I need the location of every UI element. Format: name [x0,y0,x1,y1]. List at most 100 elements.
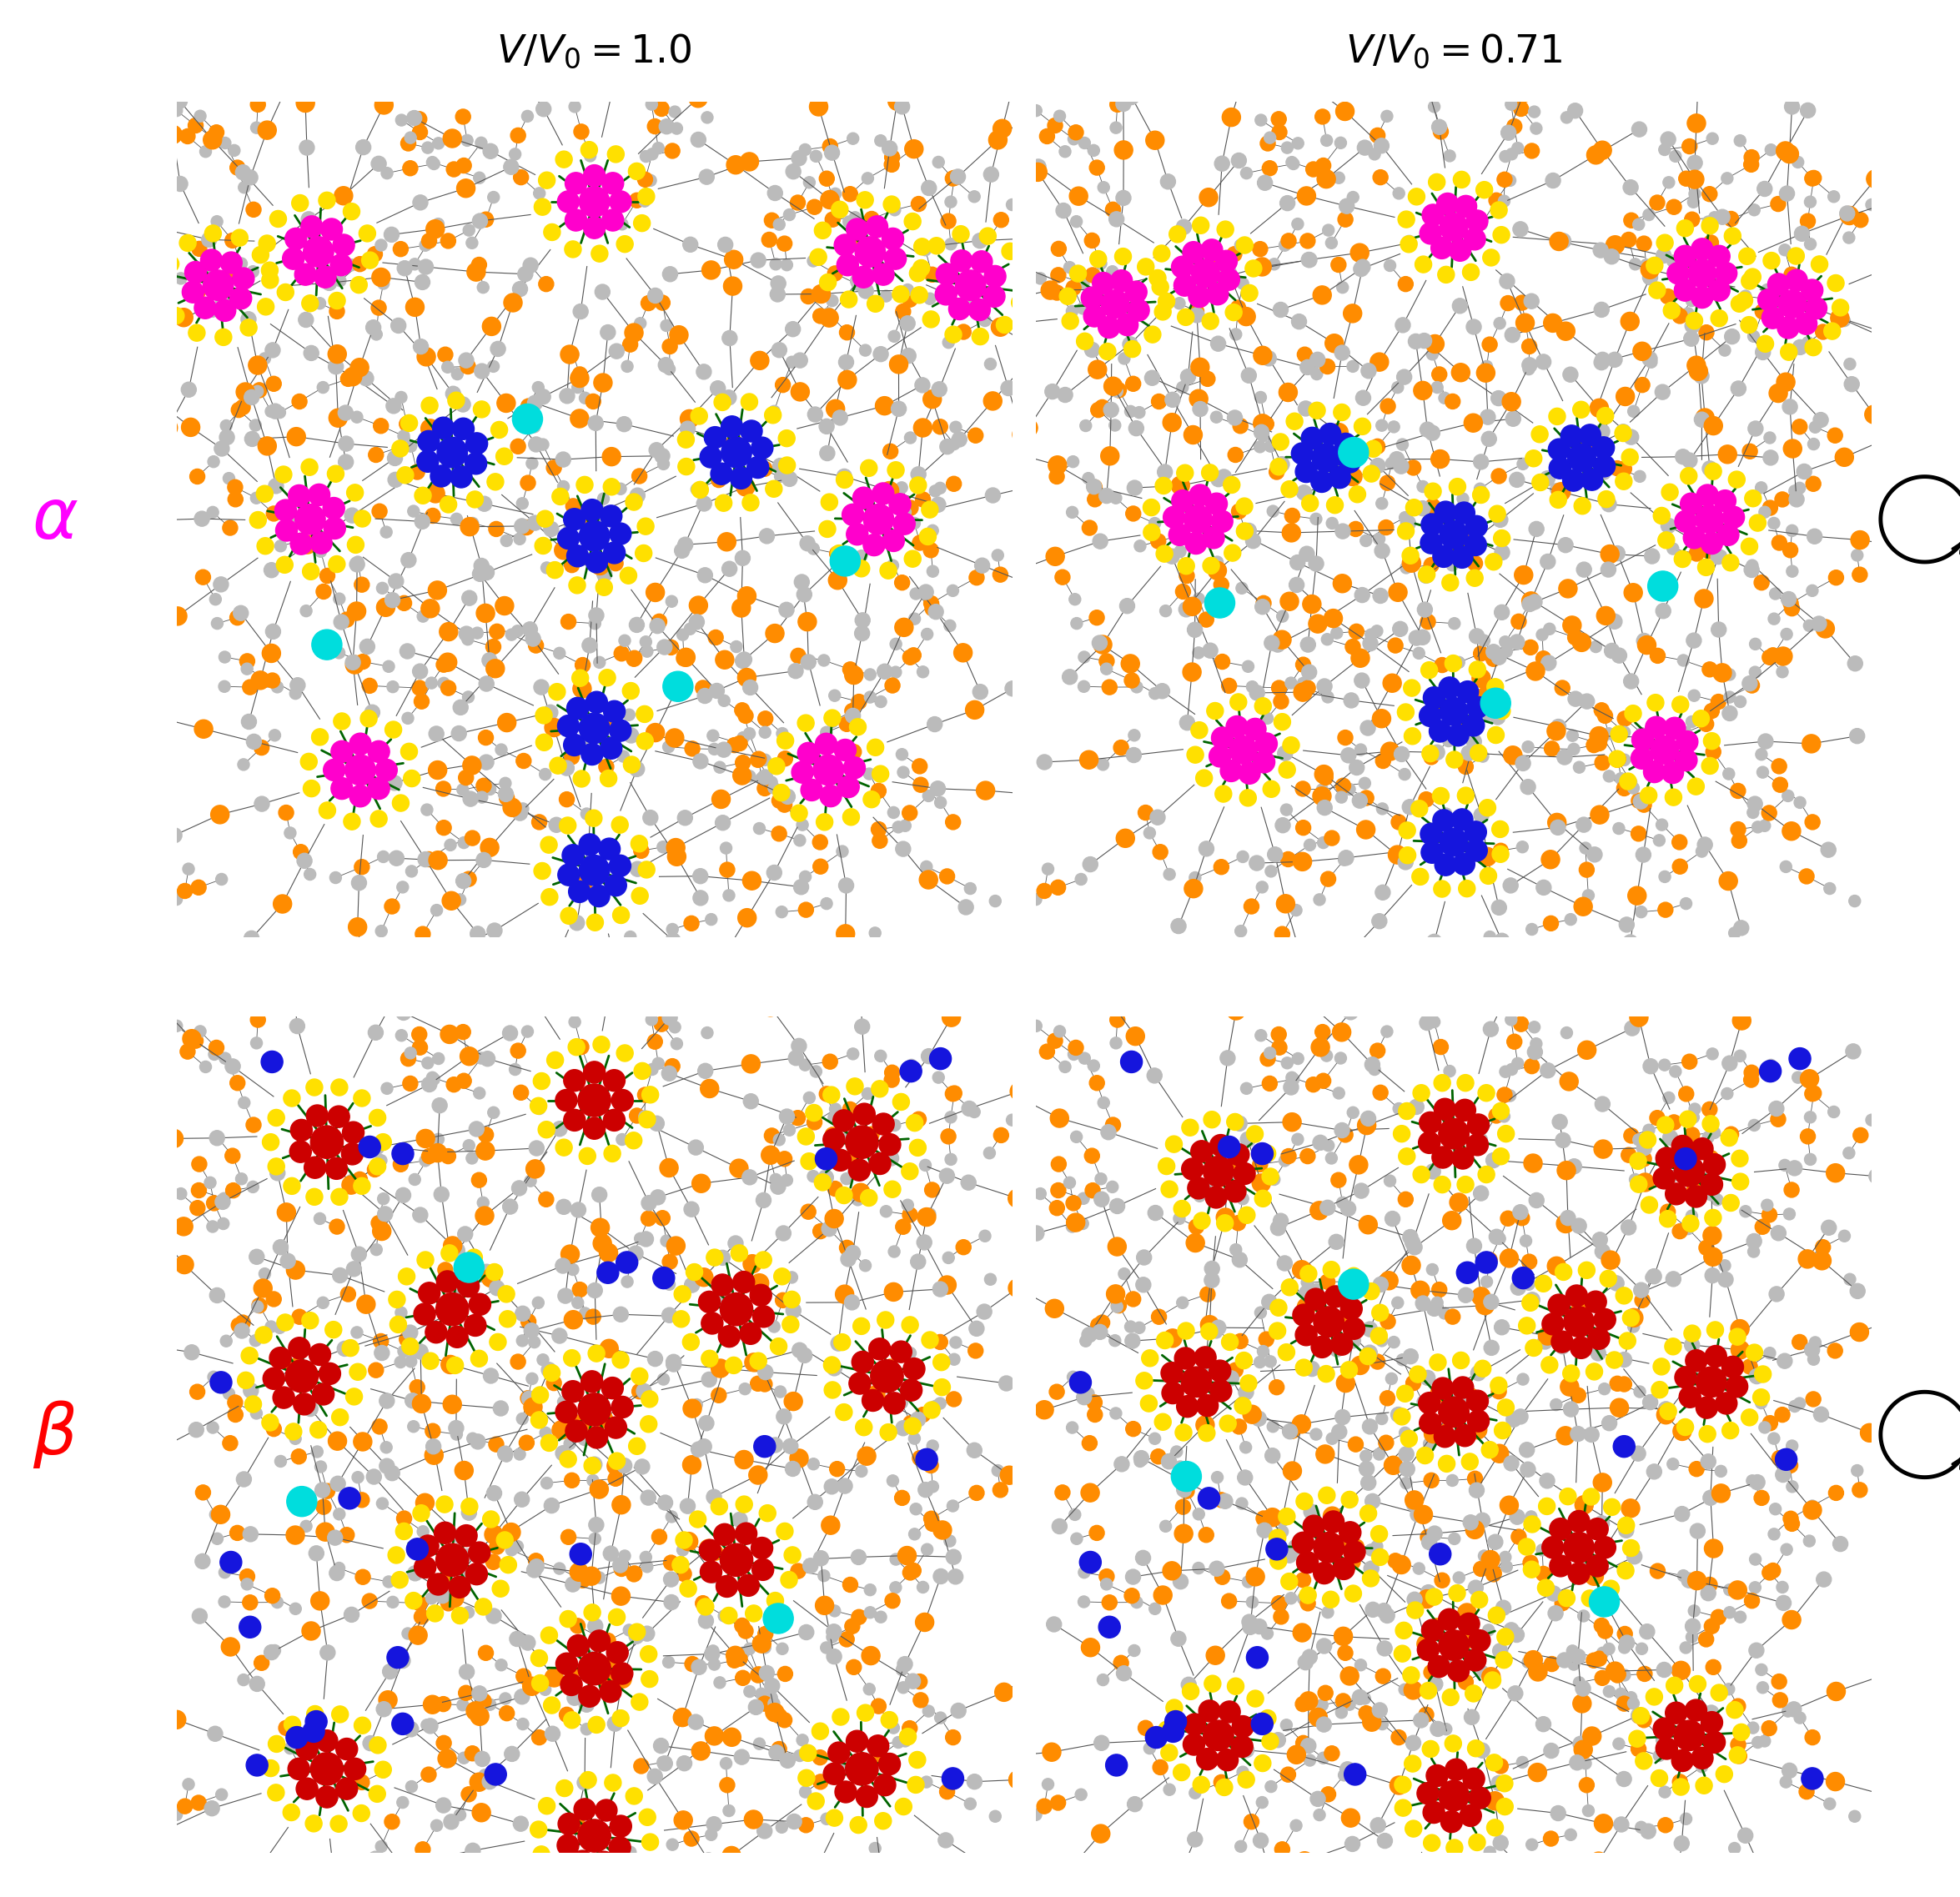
Circle shape [417,1252,433,1269]
Circle shape [476,603,494,622]
Circle shape [739,708,753,723]
Circle shape [429,1144,447,1163]
Circle shape [325,1322,341,1337]
Circle shape [1852,567,1868,582]
Circle shape [1105,1117,1121,1133]
Circle shape [1360,364,1376,378]
Circle shape [578,835,600,856]
Circle shape [331,1189,347,1205]
Circle shape [517,497,527,508]
Circle shape [190,1795,206,1810]
Circle shape [1235,1840,1247,1851]
Circle shape [1125,1569,1141,1584]
Circle shape [1419,1112,1441,1134]
Circle shape [504,294,521,311]
Circle shape [1650,1770,1668,1787]
Circle shape [582,637,598,653]
Circle shape [568,1857,582,1872]
Circle shape [486,474,504,489]
Circle shape [1466,734,1482,749]
Circle shape [1560,1487,1576,1504]
Circle shape [406,1392,419,1408]
Circle shape [1237,1193,1249,1205]
Circle shape [257,1855,270,1870]
Circle shape [1705,1538,1723,1557]
Circle shape [1286,1592,1298,1605]
Circle shape [1541,850,1560,869]
Circle shape [617,235,633,252]
Circle shape [862,173,874,184]
Circle shape [792,383,809,400]
Circle shape [1807,1354,1819,1366]
Circle shape [662,672,694,702]
Circle shape [759,711,772,727]
Circle shape [1523,1656,1535,1667]
Circle shape [286,1525,304,1544]
Circle shape [1098,317,1119,338]
Circle shape [1801,1129,1815,1144]
Circle shape [533,679,549,694]
Circle shape [1390,1776,1407,1795]
Circle shape [1274,926,1290,941]
Circle shape [1782,592,1795,607]
Circle shape [1666,1677,1684,1694]
Circle shape [1574,1736,1588,1751]
Circle shape [1464,414,1482,433]
Circle shape [1429,175,1445,190]
Circle shape [1688,1112,1699,1123]
Circle shape [1227,1677,1245,1694]
Circle shape [368,1362,384,1377]
Circle shape [468,1542,490,1563]
Circle shape [1778,1353,1791,1368]
Circle shape [841,1172,853,1184]
Circle shape [1699,324,1713,340]
Circle shape [1462,746,1476,761]
Circle shape [384,721,402,738]
Circle shape [598,1633,610,1645]
Circle shape [1619,753,1631,766]
Circle shape [637,188,655,205]
Circle shape [670,123,682,135]
Circle shape [847,1730,868,1753]
Circle shape [1364,1561,1378,1576]
Circle shape [1015,1884,1029,1897]
Circle shape [1203,1675,1221,1692]
Circle shape [1617,1772,1631,1787]
Circle shape [1586,1518,1609,1540]
Circle shape [1619,1635,1635,1650]
Circle shape [1723,1683,1735,1696]
Circle shape [855,1019,870,1034]
Circle shape [1243,1614,1256,1630]
Circle shape [1233,1715,1254,1738]
Circle shape [531,1411,547,1428]
Circle shape [523,622,537,637]
Circle shape [402,161,417,176]
Circle shape [269,1785,284,1800]
Circle shape [1672,696,1690,713]
Circle shape [1548,1294,1570,1317]
Circle shape [514,1688,529,1704]
Circle shape [396,1188,412,1203]
Circle shape [1688,691,1699,702]
Circle shape [651,618,664,634]
Circle shape [612,975,627,990]
Circle shape [1805,239,1817,250]
Circle shape [1799,1783,1815,1798]
Circle shape [1497,173,1511,188]
Circle shape [898,1683,909,1694]
Circle shape [947,1392,962,1408]
Circle shape [1709,212,1721,224]
Circle shape [708,1645,719,1656]
Circle shape [590,1533,602,1544]
Circle shape [525,260,537,271]
Circle shape [1484,931,1495,943]
Circle shape [431,1098,447,1114]
Circle shape [333,713,351,730]
Circle shape [1205,1262,1219,1277]
Circle shape [1801,102,1815,118]
Circle shape [588,1345,606,1362]
Circle shape [890,637,902,651]
Circle shape [417,347,435,366]
Circle shape [298,854,312,869]
Circle shape [1225,544,1241,562]
